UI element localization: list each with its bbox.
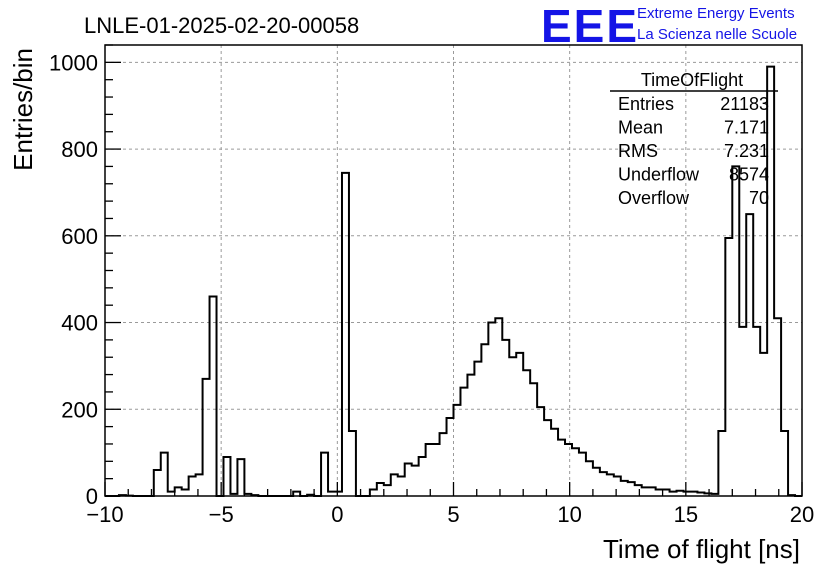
- y-tick-label: 800: [61, 137, 98, 162]
- y-tick-label: 200: [61, 397, 98, 422]
- stats-title: TimeOfFlight: [641, 70, 743, 90]
- stats-rows: Entries 21183 Mean 7.171 RMS 7.231 Underflow 85…: [618, 94, 769, 208]
- x-axis-title: Time of flight [ns]: [603, 534, 800, 564]
- logo-line-1: Extreme Energy Events: [637, 5, 795, 22]
- y-tick-label: 600: [61, 224, 98, 249]
- stats-value: 70: [749, 188, 769, 208]
- chart-title: LNLE-01-2025-02-20-00058: [84, 13, 359, 38]
- logo-line-2: La Scienza nelle Scuole: [637, 26, 797, 43]
- stats-box: TimeOfFlight Entries 21183 Mean 7.171 RMS 7.2…: [610, 70, 778, 208]
- y-tick-label: 400: [61, 311, 98, 336]
- x-tick-label: 0: [331, 502, 343, 527]
- x-tick-labels: −10 −5 0 5 10 15 20: [86, 502, 814, 527]
- eee-logo: EEE Extreme Energy Events La Scienza nel…: [541, 0, 797, 52]
- stats-value: 7.231: [724, 141, 769, 161]
- stats-label: Overflow: [618, 188, 690, 208]
- axis-ticks: [104, 44, 803, 497]
- grid-lines: [105, 45, 802, 496]
- stats-value: 7.171: [724, 118, 769, 138]
- stats-label: Entries: [618, 94, 674, 114]
- x-tick-label: 15: [674, 502, 698, 527]
- x-tick-label: 20: [790, 502, 814, 527]
- x-tick-label: −5: [209, 502, 234, 527]
- logo-mark: EEE: [541, 0, 639, 52]
- y-tick-label: 0: [86, 484, 98, 509]
- y-tick-label: 1000: [49, 50, 98, 75]
- y-tick-labels: 0 200 400 600 800 1000: [49, 50, 98, 509]
- stats-label: Mean: [618, 118, 663, 138]
- x-tick-label: −10: [86, 502, 123, 527]
- x-tick-label: 5: [447, 502, 459, 527]
- stats-value: 21183: [720, 94, 769, 114]
- histogram-outline: [105, 65, 802, 497]
- y-axis-title: Entries/bin: [8, 48, 38, 171]
- x-tick-label: 10: [557, 502, 581, 527]
- stats-label: Underflow: [618, 165, 700, 185]
- stats-label: RMS: [618, 141, 658, 161]
- stats-value: 8574: [729, 165, 769, 185]
